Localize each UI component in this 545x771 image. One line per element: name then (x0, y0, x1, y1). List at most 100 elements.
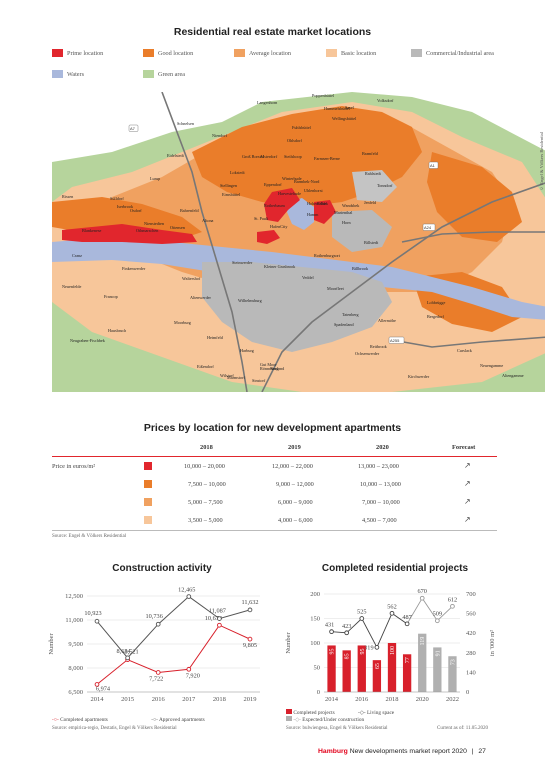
district-label: Moorfleet (327, 286, 345, 291)
table-row: 3,500 – 5,000 4,000 – 6,000 4,500 – 7,00… (52, 512, 497, 529)
approved-marker-icon: -○- (151, 717, 158, 723)
district-label: Tatenberg (342, 312, 360, 317)
data-label: 10,674 (205, 615, 223, 622)
district-label: Gut Moor (260, 362, 277, 367)
x-tick-label: 2018 (213, 696, 226, 703)
living-space-label: 319 (364, 644, 373, 651)
price-2020: 13,000 – 23,000 (358, 463, 399, 470)
map-commercial-area (352, 170, 397, 202)
road-labels: A7 A1 A24 A255 (128, 124, 439, 344)
living-space-label: 487 (402, 614, 411, 621)
data-point (247, 607, 253, 613)
map-prime-area (62, 224, 197, 244)
legend-green: Green area (143, 70, 185, 78)
district-label: Ottensen (170, 225, 186, 230)
price-2019: 12,000 – 22,000 (272, 463, 313, 470)
legend-swatch (326, 49, 337, 57)
district-label: Bergedorf (427, 314, 445, 319)
bar (402, 654, 412, 692)
price-2020: 4,500 – 7,000 (362, 517, 397, 524)
location-swatch (144, 498, 152, 506)
map-road-a24 (401, 231, 545, 243)
district-label: Farmsen-Berne (314, 156, 340, 161)
map-prime-area (264, 188, 300, 222)
district-label: Hamm (307, 212, 319, 217)
map-canvas: Langenhorn Poppenbüttel Sasel Volksdorf Humm… (52, 92, 545, 392)
district-label: Curslack (457, 348, 473, 353)
road-sign (128, 124, 139, 132)
data-point (247, 636, 253, 642)
y-tick-label: 200 (310, 591, 320, 598)
district-label: Eimsbüttel (222, 192, 241, 197)
district-label: Sasel (345, 105, 355, 110)
page-footer: Hamburg New developments market report 2… (318, 748, 486, 755)
footer-separator: | (471, 748, 474, 755)
living-space-point (374, 644, 380, 650)
district-labels: Langenhorn Poppenbüttel Sasel Volksdorf Humm… (62, 93, 524, 383)
district-label: Lurup (150, 176, 160, 181)
legend-average: Average location (234, 49, 291, 57)
district-label: St. Pauli (254, 216, 269, 221)
completed-swatch (286, 709, 292, 714)
district-label: Neuengamme (480, 363, 503, 368)
district-label: Horn (342, 220, 352, 225)
district-label: Rönneburg (260, 366, 279, 371)
trend-up-icon: ↗ (464, 461, 471, 470)
expected-marker-icon: -◇- (293, 717, 301, 723)
district-label: Blankenese (82, 228, 101, 233)
district-label: Sinstorf (252, 378, 266, 383)
district-label: Spadenland (334, 322, 354, 327)
data-label: 10,923 (84, 610, 101, 617)
legend-waters: Waters (52, 70, 84, 78)
y-tick-label: 100 (310, 640, 320, 647)
map-title: Residential real estate market locations (173, 26, 372, 38)
data-label: 6,974 (96, 685, 111, 692)
district-label: Reitbrook (370, 344, 388, 349)
bar (387, 643, 397, 692)
map-prime-area (314, 200, 336, 224)
legend-expected: Expected/Under construction (302, 717, 365, 723)
table-bottom-rule (52, 530, 497, 531)
district-label: Harburg (240, 348, 255, 353)
completed-projects-chart: 0 50 100 150 200 0 140 280 420 560 700 Number in '00… (285, 588, 496, 703)
bar-label: 100 (390, 646, 396, 655)
living-space-label: 431 (325, 622, 334, 629)
living-space-label: 612 (448, 596, 457, 603)
living-space-point (359, 616, 365, 621)
living-space-label: 423 (342, 623, 351, 630)
district-label: Cranz (72, 253, 82, 258)
living-space-point (329, 629, 334, 635)
map-commercial-area (202, 262, 392, 352)
y-axis-label: Number (48, 633, 55, 655)
district-label: Hummelsbüttel (324, 106, 351, 111)
bar-label: 77 (405, 657, 411, 663)
district-label: Heimfeld (207, 335, 224, 340)
living-space-point (404, 621, 410, 627)
district-label: Neuland (270, 366, 285, 371)
living-space-point (434, 618, 440, 624)
completed-source: Source: bulwiengesa, Engel & Völkers Res… (286, 726, 388, 731)
construction-chart: 6,500 8,000 9,500 11,000 12,500 2014 2015 2016 2… (48, 587, 260, 703)
road-label: A24 (424, 225, 432, 230)
trend-up-icon: ↗ (464, 515, 471, 524)
map-road-a255 (391, 336, 545, 348)
price-2020: 7,000 – 10,000 (362, 499, 400, 506)
district-label: Groß Borstel (242, 154, 265, 159)
completed-legend: Completed projects -◇- Living space (286, 709, 394, 716)
district-label: Wilstorf (220, 373, 234, 378)
living-space-line-forecast (406, 597, 453, 625)
district-label: Harvestehude (278, 191, 301, 196)
district-label: Billstedt (364, 240, 379, 245)
data-label: 7,920 (186, 672, 200, 679)
legend-basic: Basic location (326, 49, 376, 57)
legend-swatch (52, 70, 63, 78)
district-label: Altengamme (502, 373, 524, 378)
district-label: Rahlstedt (365, 171, 382, 176)
living-space-label: 562 (387, 603, 396, 610)
legend-label: Waters (67, 70, 85, 78)
district-label: Finkenwerder (122, 266, 146, 271)
legend-good: Good location (143, 49, 193, 57)
map-alster (287, 198, 314, 230)
series-line (96, 624, 251, 685)
living-space-point (389, 610, 395, 616)
